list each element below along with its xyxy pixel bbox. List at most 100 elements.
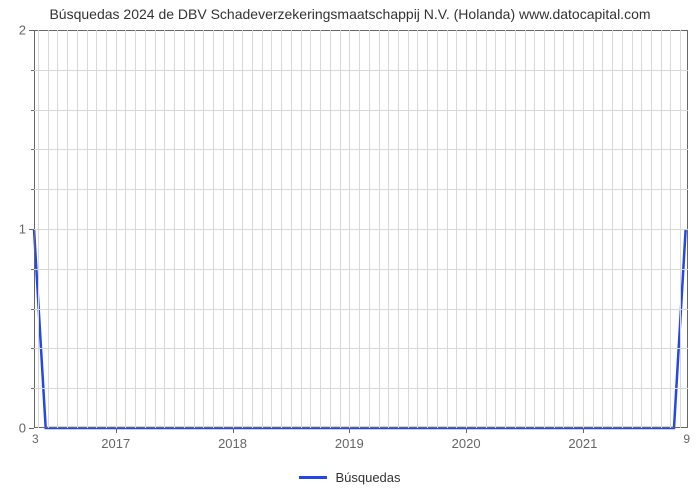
v-grid <box>427 30 428 428</box>
v-grid <box>116 30 117 428</box>
v-grid <box>447 30 448 428</box>
v-grid <box>340 30 341 428</box>
v-grid <box>48 30 49 428</box>
v-grid <box>67 30 68 428</box>
x-tick-label: 2020 <box>452 436 481 451</box>
h-grid-minor <box>34 189 688 190</box>
v-grid <box>554 30 555 428</box>
x-secondary-right: 9 <box>683 432 690 446</box>
v-grid <box>466 30 467 428</box>
v-grid <box>291 30 292 428</box>
legend-label: Búsquedas <box>335 470 400 485</box>
v-grid <box>271 30 272 428</box>
v-grid <box>106 30 107 428</box>
v-grid <box>641 30 642 428</box>
v-grid <box>505 30 506 428</box>
v-grid <box>87 30 88 428</box>
v-grid <box>281 30 282 428</box>
v-grid <box>544 30 545 428</box>
v-grid <box>515 30 516 428</box>
v-grid <box>145 30 146 428</box>
v-grid <box>622 30 623 428</box>
h-grid-minor <box>34 348 688 349</box>
v-grid <box>680 30 681 428</box>
v-grid <box>164 30 165 428</box>
h-grid-minor <box>34 269 688 270</box>
v-grid <box>612 30 613 428</box>
chart-container: Búsquedas 2024 de DBV Schadeverzekerings… <box>0 0 700 500</box>
v-grid <box>320 30 321 428</box>
v-grid <box>184 30 185 428</box>
v-grid <box>369 30 370 428</box>
v-grid <box>388 30 389 428</box>
y-tick-mark <box>29 428 34 429</box>
v-grid <box>456 30 457 428</box>
v-grid <box>398 30 399 428</box>
v-grid <box>593 30 594 428</box>
x-secondary-left: 3 <box>32 432 39 446</box>
h-grid-minor <box>34 70 688 71</box>
v-grid <box>495 30 496 428</box>
y-tick-label: 0 <box>19 421 26 436</box>
v-grid <box>155 30 156 428</box>
v-grid <box>602 30 603 428</box>
h-grid-minor <box>34 110 688 111</box>
v-grid <box>632 30 633 428</box>
x-tick-label: 2019 <box>335 436 364 451</box>
v-grid <box>233 30 234 428</box>
x-tick-mark <box>116 428 117 433</box>
h-grid-minor <box>34 388 688 389</box>
v-grid <box>417 30 418 428</box>
v-grid <box>38 30 39 428</box>
legend: Búsquedas <box>0 470 700 485</box>
h-grid-minor <box>34 149 688 150</box>
v-grid <box>573 30 574 428</box>
v-grid <box>359 30 360 428</box>
x-tick-mark <box>583 428 584 433</box>
v-grid <box>57 30 58 428</box>
x-tick-label: 2021 <box>568 436 597 451</box>
x-tick-mark <box>349 428 350 433</box>
v-grid <box>583 30 584 428</box>
h-grid-major <box>34 229 688 230</box>
v-grid <box>525 30 526 428</box>
x-axis-line <box>34 427 688 428</box>
v-grid <box>174 30 175 428</box>
v-grid <box>670 30 671 428</box>
v-grid <box>486 30 487 428</box>
v-grid <box>125 30 126 428</box>
v-grid <box>194 30 195 428</box>
y-tick-label: 1 <box>19 222 26 237</box>
x-tick-mark <box>233 428 234 433</box>
chart-title: Búsquedas 2024 de DBV Schadeverzekerings… <box>0 6 700 22</box>
v-grid <box>203 30 204 428</box>
v-grid <box>77 30 78 428</box>
v-grid <box>408 30 409 428</box>
v-grid <box>349 30 350 428</box>
v-grid <box>262 30 263 428</box>
v-grid <box>223 30 224 428</box>
legend-swatch <box>299 476 327 479</box>
h-grid-minor <box>34 309 688 310</box>
v-grid <box>310 30 311 428</box>
v-grid <box>330 30 331 428</box>
y-tick-label: 2 <box>19 23 26 38</box>
v-grid <box>213 30 214 428</box>
v-grid <box>96 30 97 428</box>
v-grid <box>301 30 302 428</box>
v-grid <box>661 30 662 428</box>
v-grid <box>135 30 136 428</box>
plot-area: 0122017201820192020202139 <box>34 30 688 428</box>
v-grid <box>252 30 253 428</box>
v-grid <box>563 30 564 428</box>
x-tick-label: 2017 <box>101 436 130 451</box>
v-grid <box>534 30 535 428</box>
x-tick-mark <box>466 428 467 433</box>
x-tick-label: 2018 <box>218 436 247 451</box>
v-grid <box>437 30 438 428</box>
v-grid <box>651 30 652 428</box>
v-grid <box>379 30 380 428</box>
v-grid <box>476 30 477 428</box>
y-tick-mark <box>29 30 34 31</box>
top-border <box>34 30 688 31</box>
